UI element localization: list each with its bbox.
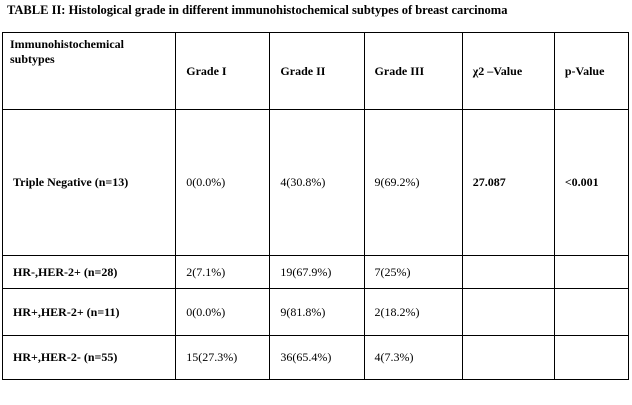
header-grade-3: Grade III (363, 32, 463, 110)
cell-grade-2: 9(81.8%) (269, 288, 365, 336)
table-row: HR+,HER-2- (n=55) 15(27.3%) 36(65.4%) 4(… (1, 335, 630, 380)
cell-grade-1: 15(27.3%) (175, 335, 271, 380)
cell-grade-3: 9(69.2%) (363, 109, 463, 256)
table-row: Triple Negative (n=13) 0(0.0%) 4(30.8%) … (1, 109, 630, 256)
header-row: Immunohistochemical subtypes Grade I Gra… (1, 32, 630, 110)
histological-grade-table: Immunohistochemical subtypes Grade I Gra… (1, 32, 630, 380)
cell-p-value (553, 288, 630, 336)
cell-grade-2: 19(67.9%) (269, 255, 365, 289)
cell-p-value (553, 255, 630, 289)
header-grade-1: Grade I (175, 32, 271, 110)
table-caption: TABLE II: Histological grade in differen… (7, 3, 508, 17)
cell-grade-1: 0(0.0%) (175, 288, 271, 336)
cell-grade-1: 0(0.0%) (175, 109, 271, 256)
cell-chi2-value (461, 288, 555, 336)
cell-p-value (553, 335, 630, 380)
row-subtype: Triple Negative (n=13) (1, 109, 177, 256)
table-row: HR+,HER-2+ (n=11) 0(0.0%) 9(81.8%) 2(18.… (1, 288, 630, 336)
header-grade-2: Grade II (269, 32, 365, 110)
cell-grade-1: 2(7.1%) (175, 255, 271, 289)
cell-grade-2: 4(30.8%) (269, 109, 365, 256)
cell-p-value: <0.001 (553, 109, 630, 256)
cell-chi2-value (461, 255, 555, 289)
header-subtypes: Immunohistochemical subtypes (1, 32, 177, 110)
cell-chi2-value (461, 335, 555, 380)
cell-chi2-value: 27.087 (461, 109, 555, 256)
cell-grade-3: 2(18.2%) (363, 288, 463, 336)
header-p-value: p-Value (553, 32, 630, 110)
cell-grade-3: 4(7.3%) (363, 335, 463, 380)
row-subtype: HR-,HER-2+ (n=28) (1, 255, 177, 289)
header-chi2-value: χ2 –Value (461, 32, 555, 110)
row-subtype: HR+,HER-2+ (n=11) (1, 288, 177, 336)
cell-grade-2: 36(65.4%) (269, 335, 365, 380)
row-subtype: HR+,HER-2- (n=55) (1, 335, 177, 380)
table-row: HR-,HER-2+ (n=28) 2(7.1%) 19(67.9%) 7(25… (1, 255, 630, 289)
cell-grade-3: 7(25%) (363, 255, 463, 289)
